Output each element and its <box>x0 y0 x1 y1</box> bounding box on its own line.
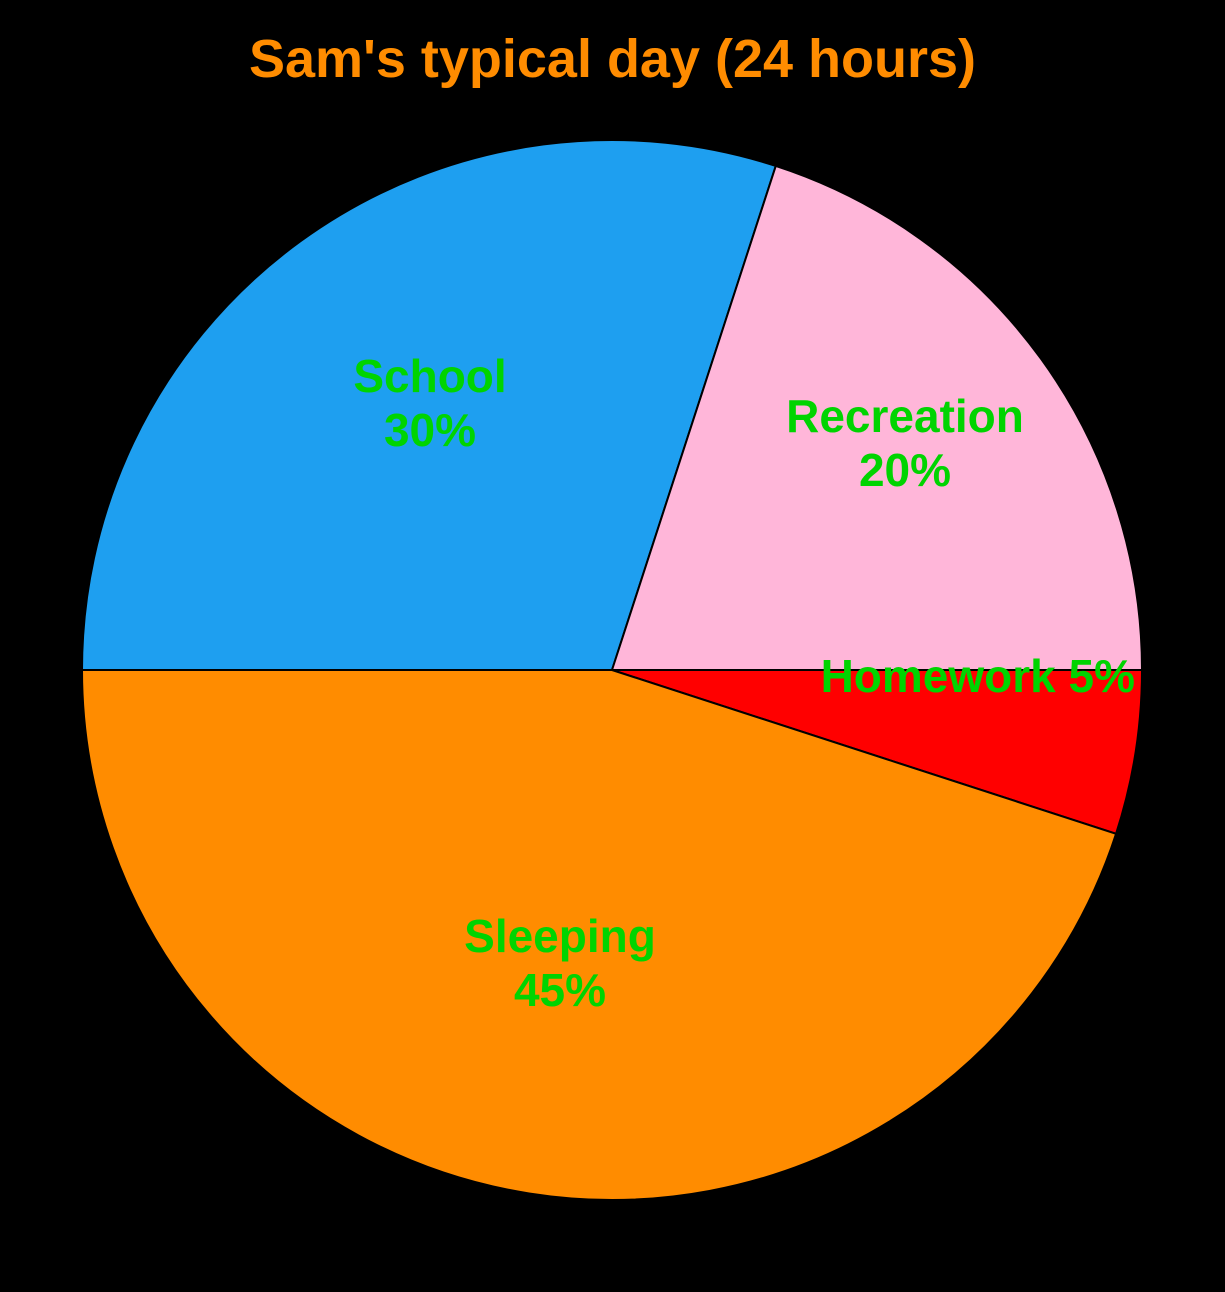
slice-label-line2-sleeping: 45% <box>514 964 606 1016</box>
slice-label-line1-recreation: Recreation <box>786 390 1024 442</box>
slice-label-line1-school: School <box>353 350 506 402</box>
pie-chart: School30% Recreation20% Homework 5% Sleepin… <box>0 0 1225 1292</box>
slice-label-line1-homework: Homework 5% <box>821 650 1135 702</box>
slice-label-line2-school: 30% <box>384 404 476 456</box>
chart-canvas: Sam's typical day (24 hours) School30% Re… <box>0 0 1225 1292</box>
chart-title: Sam's typical day (24 hours) <box>0 28 1225 90</box>
slice-label-line1-sleeping: Sleeping <box>464 910 656 962</box>
slice-label-line2-recreation: 20% <box>859 444 951 496</box>
slice-label-homework: Homework 5% <box>821 650 1135 702</box>
